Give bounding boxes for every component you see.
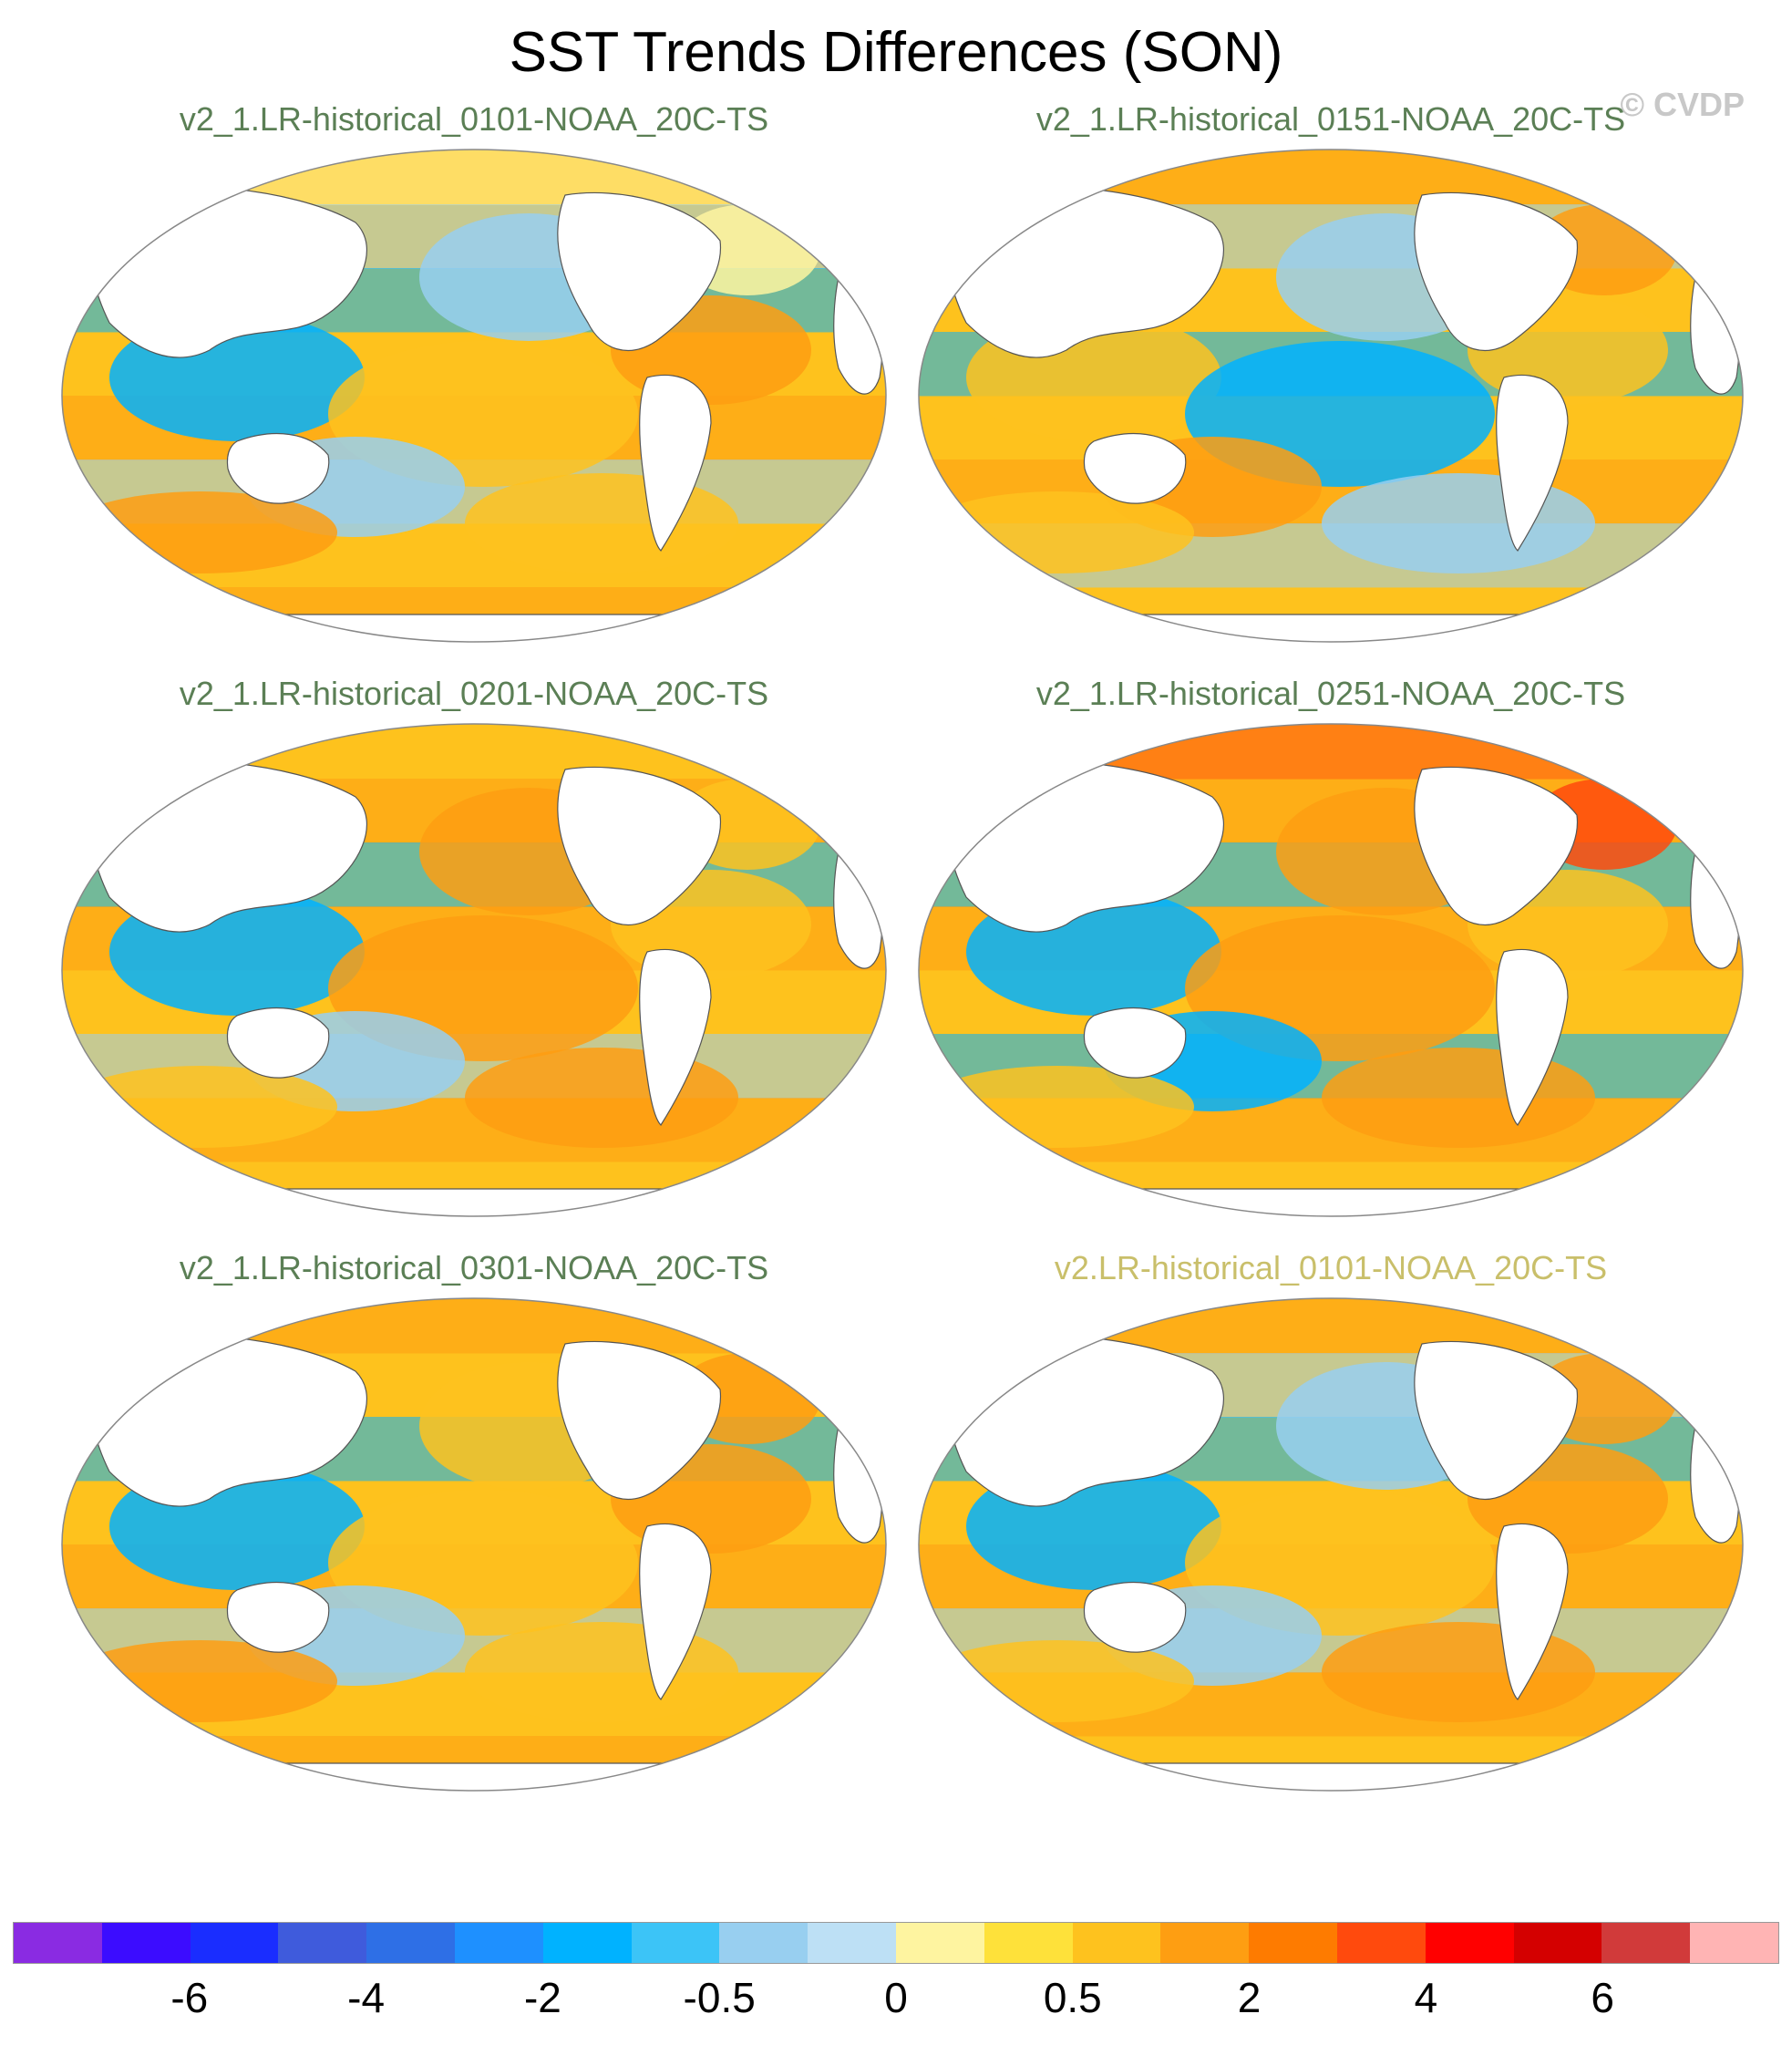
map-panel-2: v2_1.LR-historical_0151-NOAA_20C-TS [911, 100, 1750, 656]
landmass [62, 614, 886, 642]
map-panel-4: v2_1.LR-historical_0251-NOAA_20C-TS [911, 675, 1750, 1231]
colorbar-swatch [808, 1923, 896, 1963]
colorbar-swatch [190, 1923, 279, 1963]
figure-title: SST Trends Differences (SON) [509, 21, 1283, 84]
map-outline [61, 1297, 887, 1792]
map-outline [918, 1297, 1744, 1792]
landmass [919, 1762, 1743, 1791]
landmass [62, 1762, 886, 1791]
trend-region [921, 1640, 1194, 1722]
colorbar-tick-label: -2 [523, 1974, 561, 2021]
landmass [1414, 191, 1579, 351]
landmass [639, 1523, 712, 1700]
colorbar-swatch [1513, 1923, 1602, 1963]
colorbar-swatch [719, 1923, 808, 1963]
colorbar-swatch [278, 1923, 367, 1963]
map-outline [918, 149, 1744, 643]
landmass [62, 1188, 886, 1216]
colorbar-swatch [1336, 1923, 1426, 1963]
colorbar-swatch [454, 1923, 543, 1963]
landmass [833, 249, 883, 395]
trend-region [465, 1622, 738, 1722]
landmass [1690, 1398, 1740, 1544]
robinson-map [61, 149, 887, 643]
panel-label: v2_1.LR-historical_0301-NOAA_20C-TS [179, 1249, 769, 1286]
landmass [557, 766, 722, 925]
trend-region [64, 491, 337, 573]
landmass [1083, 432, 1187, 504]
colorbar-swatch [366, 1923, 455, 1963]
map-outline [61, 149, 887, 643]
colorbar-tick-label: 0 [884, 1974, 908, 2021]
map-panel-5: v2_1.LR-historical_0301-NOAA_20C-TS [55, 1249, 893, 1805]
panel-label: v2_1.LR-historical_0201-NOAA_20C-TS [179, 675, 769, 712]
colorbar-tick-label: 6 [1591, 1974, 1614, 2021]
trend-region [64, 1066, 337, 1148]
robinson-map [918, 1297, 1744, 1792]
cvdp-credit: © CVDP [1620, 86, 1745, 123]
landmass [1414, 1340, 1579, 1500]
colorbar-swatch [1160, 1923, 1250, 1963]
map-outline [61, 723, 887, 1217]
trend-region [465, 1048, 738, 1148]
map-panel-6: v2.LR-historical_0101-NOAA_20C-TS [911, 1249, 1750, 1805]
colorbar-tick-label: 0.5 [1043, 1974, 1102, 2021]
colorbar-swatch [895, 1923, 984, 1963]
colorbar-swatch [1601, 1923, 1691, 1963]
landmass [1496, 374, 1569, 552]
colorbar-swatch [1425, 1923, 1514, 1963]
map-panel-3: v2_1.LR-historical_0201-NOAA_20C-TS [55, 675, 893, 1231]
colorbar-tick-label: -0.5 [683, 1974, 756, 2021]
colorbar-swatch [1072, 1923, 1161, 1963]
panel-label: v2_1.LR-historical_0101-NOAA_20C-TS [179, 100, 769, 138]
colorbar-tick-label: 4 [1414, 1974, 1438, 2021]
landmass [1496, 948, 1569, 1126]
colorbar-swatch [542, 1923, 632, 1963]
landmass [226, 432, 330, 504]
landmass [639, 948, 712, 1126]
trend-region [921, 1066, 1194, 1148]
colorbar-tick-label: -4 [347, 1974, 386, 2021]
panel-label: v2.LR-historical_0101-NOAA_20C-TS [1054, 1249, 1608, 1286]
landmass [557, 191, 722, 351]
landmass [1083, 1007, 1187, 1079]
colorbar-tick-label: 2 [1237, 1974, 1262, 2021]
colorbar-tick-label: -6 [170, 1974, 209, 2021]
trend-region [1322, 473, 1595, 573]
landmass [833, 823, 883, 969]
trend-region [1322, 1622, 1595, 1722]
colorbar-swatch [631, 1923, 720, 1963]
robinson-map [61, 1297, 887, 1792]
robinson-map [918, 149, 1744, 643]
robinson-map [918, 723, 1744, 1217]
colorbar-swatch [1249, 1923, 1337, 1963]
map-outline [918, 723, 1744, 1217]
map-panel-1: v2_1.LR-historical_0101-NOAA_20C-TS [55, 100, 893, 656]
robinson-map [61, 723, 887, 1217]
trend-region [64, 1640, 337, 1722]
landmass [1496, 1523, 1569, 1700]
landmass [226, 1007, 330, 1079]
colorbar-swatch [101, 1923, 191, 1963]
landmass [919, 1188, 1743, 1216]
trend-region [921, 491, 1194, 573]
landmass [226, 1581, 330, 1653]
trend-region [1322, 1048, 1595, 1148]
colorbar-ticks: -6 -4 -2 -0.5 0 0.5 2 4 6 [13, 1973, 1779, 2028]
panel-label: v2_1.LR-historical_0151-NOAA_20C-TS [1035, 100, 1626, 138]
landmass [919, 614, 1743, 642]
landmass [1690, 823, 1740, 969]
landmass [1414, 766, 1579, 925]
landmass [833, 1398, 883, 1544]
panel-label: v2_1.LR-historical_0251-NOAA_20C-TS [1035, 675, 1626, 712]
landmass [1690, 249, 1740, 395]
landmass [557, 1340, 722, 1500]
colorbar-swatch [14, 1923, 102, 1963]
colorbar-swatch [984, 1923, 1073, 1963]
colorbar-swatch [1690, 1923, 1778, 1963]
colorbar [13, 1922, 1779, 1964]
landmass [1083, 1581, 1187, 1653]
trend-region [465, 473, 738, 573]
landmass [639, 374, 712, 552]
